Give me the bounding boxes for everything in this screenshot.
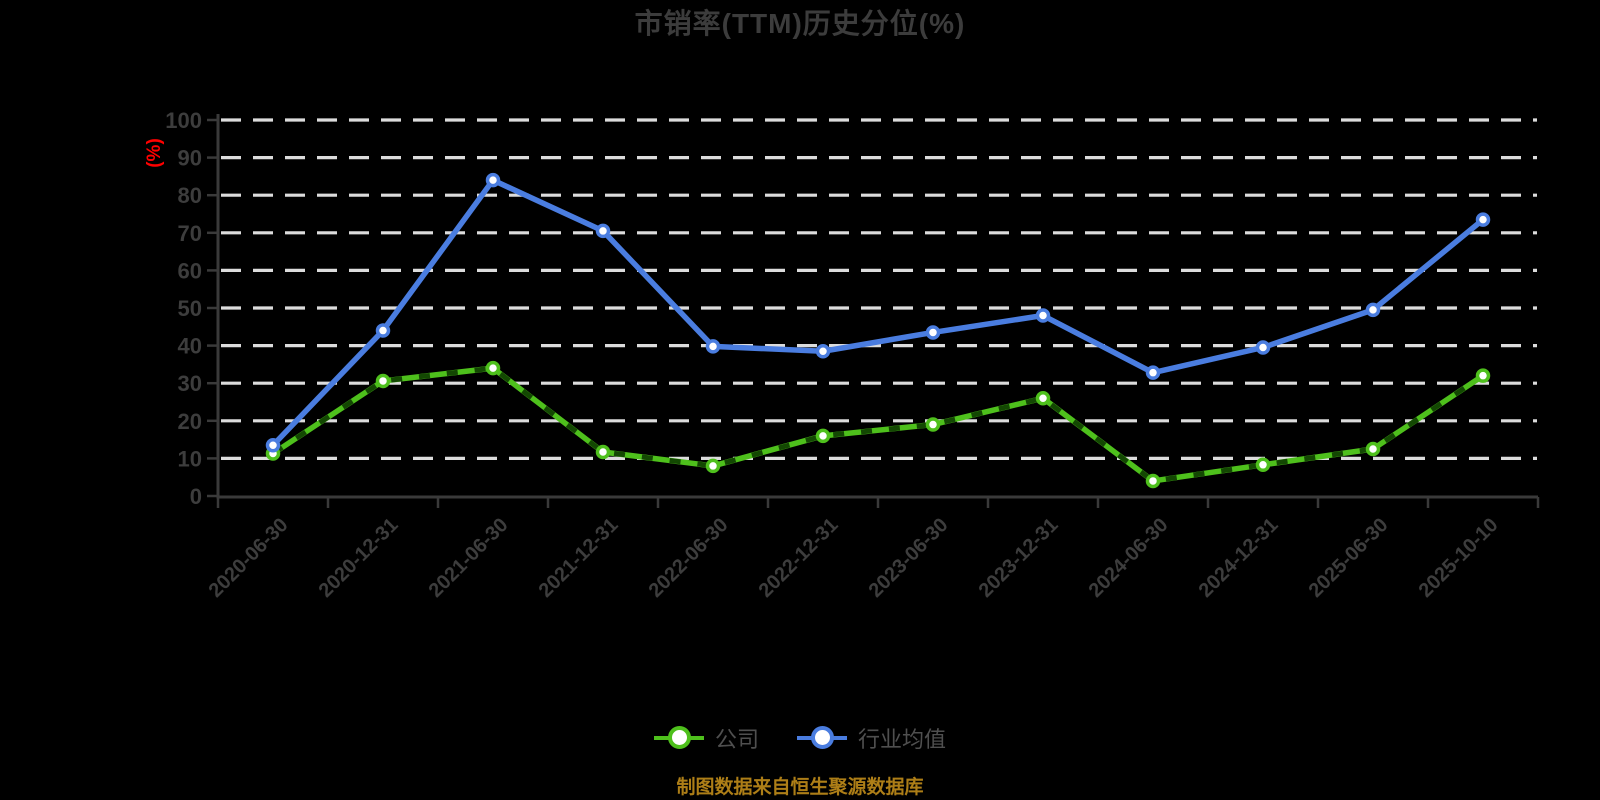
- industry-data-point-marker: [1255, 340, 1271, 355]
- x-axis-tick-label: 2022-12-31: [755, 514, 843, 602]
- y-axis-tick-label: 10: [178, 446, 202, 471]
- industry-data-point-marker: [815, 343, 831, 359]
- company-data-point-marker: [1035, 390, 1051, 406]
- y-axis-tick-label: 60: [178, 258, 202, 283]
- company-data-point-marker: [485, 360, 501, 376]
- industry-legend-marker-icon: [797, 726, 847, 750]
- industry-data-point-marker: [595, 223, 611, 239]
- company-data-point-marker: [815, 428, 831, 444]
- y-axis-tick-label: 90: [178, 146, 202, 171]
- source-note: 制图数据来自恒生聚源数据库: [676, 777, 924, 798]
- x-axis-tick-label: 2025-06-30: [1305, 514, 1393, 602]
- company-data-point-marker: [1475, 368, 1491, 383]
- y-axis-tick-label: 70: [178, 221, 202, 246]
- company-line: [270, 365, 1486, 484]
- x-axis-tick-label: 2020-12-31: [315, 514, 403, 602]
- industry-data-point-marker: [1145, 365, 1161, 380]
- industry-data-point-marker: [1035, 308, 1051, 323]
- y-axis-tick-label: 30: [178, 371, 202, 396]
- x-axis-tick-label: 2021-06-30: [425, 514, 513, 602]
- x-axis-tick-label: 2020-06-30: [205, 514, 293, 602]
- y-axis-tick-label: 50: [178, 296, 202, 321]
- company-line-dash-overlay: [271, 365, 1485, 484]
- industry-data-point-marker: [375, 323, 391, 338]
- chart-title: 市销率(TTM)历史分位(%): [634, 8, 966, 39]
- x-axis-tick-label: 2021-12-31: [535, 514, 623, 602]
- industry-data-point-marker: [485, 172, 501, 188]
- company-data-point-marker: [1255, 457, 1271, 473]
- x-axis-tick-label: 2024-06-30: [1085, 514, 1173, 602]
- y-axis-tick-label: 100: [165, 108, 202, 133]
- company-legend-circle: [667, 726, 691, 749]
- x-axis-tick-label: 2025-10-10: [1415, 514, 1503, 602]
- y-axis-tick-label: 0: [190, 484, 202, 509]
- x-axis-tick-label: 2023-12-31: [975, 514, 1063, 602]
- legend-item-industry-average[interactable]: 行业均值: [797, 722, 946, 754]
- industry-legend-label: 行业均值: [858, 727, 947, 752]
- x-axis-tick-label: 2023-06-30: [865, 514, 953, 602]
- industry-data-point-marker: [705, 339, 721, 354]
- industry-legend-circle: [811, 726, 834, 749]
- company-data-point-marker: [1145, 473, 1161, 489]
- industry-data-point-marker: [925, 325, 941, 340]
- industry-data-point-marker: [1365, 302, 1381, 318]
- y-axis-tick-label: 20: [178, 409, 202, 434]
- y-axis-tick-label: 80: [178, 183, 202, 208]
- industry-data-point-marker: [1475, 212, 1491, 227]
- company-data-point-marker: [705, 458, 721, 474]
- company-data-point-marker: [375, 373, 391, 389]
- axis-lines: [216, 114, 1538, 499]
- company-legend-label: 公司: [714, 727, 759, 752]
- company-data-point-marker: [1365, 441, 1381, 457]
- company-data-point-marker: [595, 444, 611, 460]
- y-axis-tick-label: 40: [178, 334, 202, 359]
- company-data-point-marker: [925, 417, 941, 432]
- legend-item-company[interactable]: 公司: [653, 722, 759, 754]
- x-axis-tick-label: 2022-06-30: [645, 514, 733, 602]
- company-legend-marker-icon: [653, 726, 704, 750]
- industry-line: [270, 177, 1486, 448]
- x-axis-tick-label: 2024-12-31: [1195, 514, 1283, 602]
- industry-data-point-marker: [265, 437, 281, 453]
- legend: 公司 行业均值: [0, 722, 1600, 754]
